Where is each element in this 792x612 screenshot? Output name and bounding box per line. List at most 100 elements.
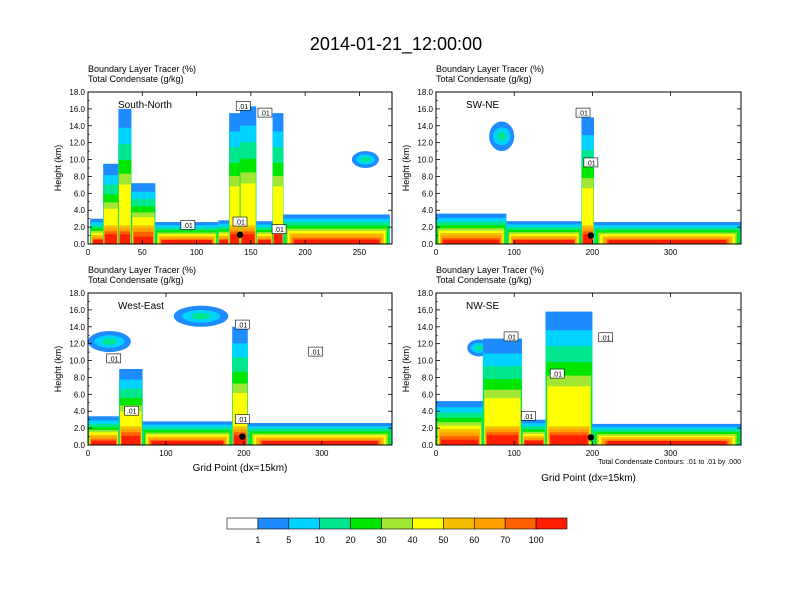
x-tick-label: 300 — [664, 248, 678, 257]
colorbar-label: 40 — [407, 535, 417, 545]
tracer-patch — [474, 345, 484, 351]
contour-label-box — [583, 157, 599, 168]
y-tick-label: 16.0 — [417, 105, 433, 114]
colorbar-swatch — [473, 517, 506, 530]
tracer-band — [273, 186, 283, 244]
contour-label-box — [598, 332, 614, 343]
contour-label-box — [549, 368, 565, 379]
contour-label: .01 — [238, 104, 248, 111]
y-axis-label: Height (km) — [53, 346, 63, 393]
y-tick-label: 18.0 — [69, 289, 85, 298]
panel-label: NW-SE — [466, 301, 499, 312]
y-tick-label: 6.0 — [422, 189, 434, 198]
y-tick-label: 16.0 — [69, 306, 85, 315]
contour-label-box — [308, 346, 323, 357]
x-tick-label: 0 — [86, 248, 91, 257]
y-tick-label: 14.0 — [69, 323, 85, 332]
x-tick-label: 0 — [434, 248, 439, 257]
contour-label: .01 — [183, 223, 193, 230]
contour-label-box — [271, 224, 287, 234]
y-tick-label: 14.0 — [417, 323, 433, 332]
x-tick-label: 300 — [315, 449, 329, 458]
colorbar-swatch — [381, 517, 413, 530]
colorbar-swatch — [226, 517, 259, 530]
contour-note: Total Condensate Contours: .01 to .01 by… — [598, 459, 741, 466]
colorbar-label: 50 — [438, 535, 448, 545]
y-tick-label: 12.0 — [417, 139, 433, 148]
tracer-band — [230, 234, 239, 244]
tracer-band — [581, 188, 594, 244]
x-tick-label: 100 — [190, 248, 204, 257]
y-axis-label: Height (km) — [401, 145, 411, 192]
tracer-band — [608, 239, 727, 244]
y-tick-label: 12.0 — [417, 340, 433, 349]
colorbar-swatch — [412, 517, 444, 530]
field — [436, 117, 741, 244]
tracer-band — [486, 435, 519, 445]
tracer-band — [524, 440, 544, 445]
colorbar-swatch — [504, 517, 537, 530]
y-tick-label: 12.0 — [69, 340, 85, 349]
colorbar-swatch — [350, 517, 382, 530]
colorbar-swatch — [319, 517, 351, 530]
tracer-band — [607, 440, 727, 445]
x-tick-label: 50 — [138, 248, 147, 257]
y-tick-label: 6.0 — [422, 390, 434, 399]
tracer-band — [440, 439, 479, 445]
contour-label: .01 — [260, 111, 270, 118]
contour-label-box — [575, 107, 591, 118]
tracer-band — [229, 186, 240, 244]
x-tick-label: 100 — [508, 449, 522, 458]
colorbar-label: 70 — [500, 535, 510, 545]
panel-title-2: Total Condensate (g/kg) — [436, 275, 532, 285]
y-tick-label: 8.0 — [422, 373, 434, 382]
panel-label: West-East — [118, 301, 164, 312]
y-tick-label: 10.0 — [417, 156, 433, 165]
y-tick-label: 0.0 — [422, 441, 434, 450]
tracer-band — [151, 440, 224, 445]
y-axis-label: Height (km) — [401, 346, 411, 393]
y-tick-label: 8.0 — [422, 172, 434, 181]
tracer-band — [121, 435, 141, 445]
contour-label: .01 — [311, 350, 321, 357]
contour-label: .01 — [578, 111, 588, 118]
contour-label: .01 — [127, 409, 137, 416]
panel-1: Boundary Layer Tracer (%)Total Condensat… — [53, 64, 393, 257]
tracer-band — [133, 236, 153, 244]
contour-label: .01 — [523, 414, 533, 421]
y-tick-label: 8.0 — [74, 373, 86, 382]
panel-title-1: Boundary Layer Tracer (%) — [436, 64, 544, 74]
x-tick-label: 200 — [586, 449, 600, 458]
location-marker — [236, 231, 244, 238]
colorbar-swatch — [443, 517, 475, 530]
contour-label-box — [520, 410, 536, 421]
contour-label: .01 — [237, 417, 247, 424]
x-tick-label: 200 — [298, 248, 312, 257]
y-tick-label: 18.0 — [69, 88, 85, 97]
panel-label: South-North — [118, 100, 172, 111]
panel-label: SW-NE — [466, 100, 499, 111]
panel-title-1: Boundary Layer Tracer (%) — [88, 64, 196, 74]
y-tick-label: 14.0 — [69, 122, 85, 131]
x-tick-label: 250 — [353, 248, 367, 257]
y-tick-label: 2.0 — [422, 223, 434, 232]
contour-label-box — [235, 101, 251, 111]
tracer-band — [161, 239, 212, 244]
tracer-band — [241, 234, 255, 244]
tracer-band — [443, 239, 500, 244]
contour-label: .01 — [109, 356, 119, 363]
y-tick-label: 18.0 — [417, 289, 433, 298]
colorbar: 1 5 10 20 30 40 50 60 70 100 — [226, 517, 568, 545]
contour-label-box — [503, 331, 519, 342]
contour-label: .01 — [235, 220, 245, 227]
y-tick-label: 6.0 — [74, 390, 86, 399]
tracer-patch — [101, 338, 117, 345]
colorbar-label: 100 — [529, 535, 544, 545]
contour-label: .01 — [274, 227, 284, 234]
location-marker — [587, 232, 595, 239]
colorbar-swatch — [535, 517, 568, 530]
x-tick-label: 200 — [237, 449, 251, 458]
colorbar-label: 60 — [469, 535, 479, 545]
field — [90, 106, 390, 244]
